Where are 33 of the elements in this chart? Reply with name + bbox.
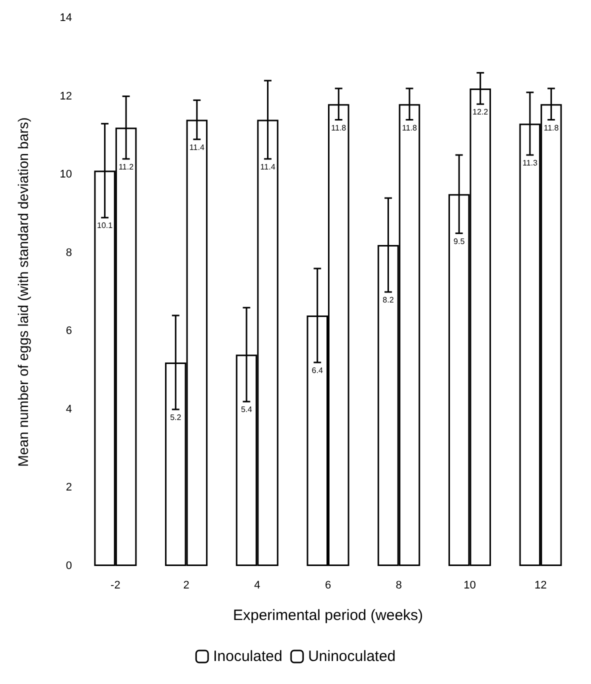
y-tick-label: 4 (66, 403, 72, 416)
data-label: 11.3 (522, 158, 538, 168)
x-tick-label: 2 (183, 580, 190, 592)
y-tick-label: 10 (60, 168, 72, 181)
x-tick-label: 12 (534, 580, 547, 592)
x-tick-label: -2 (110, 580, 120, 592)
data-label: 12.2 (472, 108, 489, 117)
y-axis-title: Mean number of eggs laid (with standard deviation bars) (15, 117, 31, 467)
data-label: 5.2 (170, 412, 182, 422)
y-tick-label: 6 (66, 325, 72, 338)
x-axis-title: Experimental period (weeks) (232, 607, 424, 624)
data-label: 8.2 (382, 296, 394, 304)
x-tick-label: 8 (396, 580, 402, 592)
data-label: 11.8 (331, 123, 347, 132)
x-tick-label: 4 (254, 580, 260, 592)
y-tick-label: 0 (66, 560, 72, 572)
data-label: 11.8 (402, 123, 418, 132)
x-tick-label: 6 (324, 580, 332, 592)
y-tick-label: 8 (66, 246, 72, 259)
data-label: 6.4 (312, 366, 324, 375)
data-label: 11.8 (544, 123, 560, 132)
y-tick-label: 2 (66, 482, 72, 494)
legend-label: Inoculated (213, 648, 282, 665)
x-tick-label: 10 (464, 580, 476, 592)
legend-label: Uninoculated (308, 648, 396, 665)
data-label: 11.4 (189, 142, 205, 152)
data-label: 11.2 (118, 162, 134, 172)
data-label: 11.4 (260, 162, 276, 172)
y-tick-label: 12 (60, 90, 72, 102)
data-label: 9.5 (454, 236, 466, 246)
data-label: 10.1 (97, 221, 114, 230)
y-tick-label: 14 (60, 12, 72, 24)
data-label: 5.4 (240, 405, 253, 414)
